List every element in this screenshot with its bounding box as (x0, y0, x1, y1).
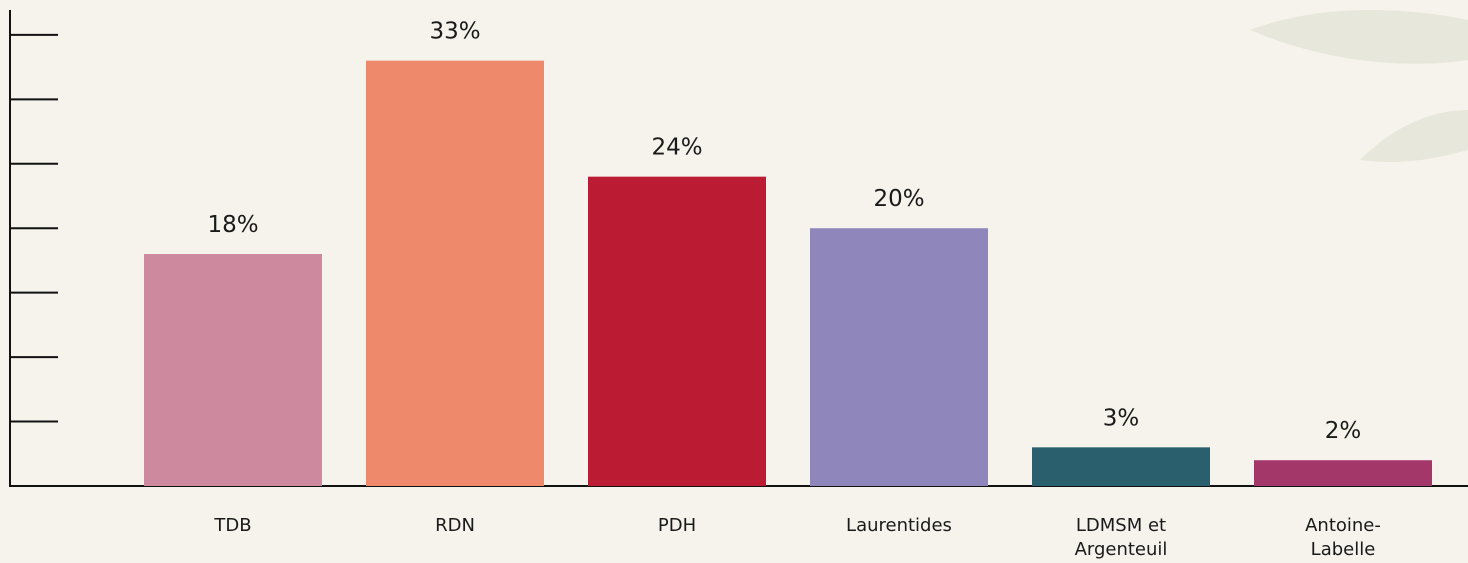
value-label: 18% (207, 212, 258, 238)
leaf-decoration (1250, 10, 1468, 64)
value-label: 2% (1325, 418, 1362, 444)
x-tick-label: Antoine-Labelle (1305, 515, 1381, 560)
value-label: 20% (873, 186, 924, 212)
x-tick-label: LDMSM et Argenteuil (1074, 515, 1168, 560)
value-label: 3% (1103, 405, 1140, 431)
bar (366, 60, 544, 487)
bar (144, 254, 322, 486)
x-tick-label: RDN (435, 515, 475, 536)
x-tick-label: PDH (657, 515, 697, 536)
bar (1254, 460, 1432, 486)
x-tick-label: TDB (214, 515, 252, 536)
x-tick-label: Laurentides (846, 515, 952, 536)
bar (1032, 447, 1210, 486)
leaf-decoration (1360, 110, 1468, 162)
bar (588, 176, 766, 486)
bar (810, 228, 988, 486)
value-label: 24% (651, 135, 702, 161)
value-label: 33% (429, 19, 480, 45)
